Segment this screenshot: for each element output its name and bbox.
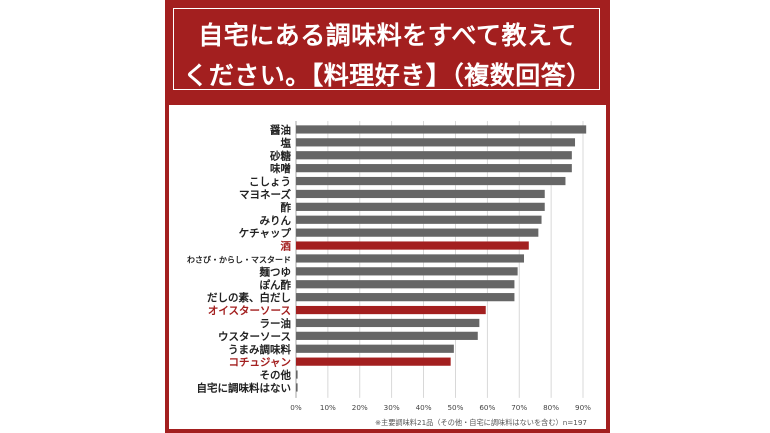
x-tick-label: 20% [352, 403, 368, 412]
bar [296, 138, 576, 147]
bar [296, 241, 529, 250]
x-tick-label: 0% [290, 403, 302, 412]
x-tick-label: 60% [479, 403, 495, 412]
category-label: うまみ調味料 [228, 343, 291, 356]
x-tick-label: 90% [575, 403, 591, 412]
category-label: ラー油 [260, 317, 292, 330]
bar-chart: 0% 10% 20% 30% 40% 50% 60% 70% 80% 90% 醤油塩砂糖味噌こしょう… [187, 121, 591, 427]
bar [296, 383, 298, 392]
category-label: オイスターソース [208, 305, 291, 317]
category-label: ケチャップ [239, 227, 292, 240]
bar [296, 189, 545, 199]
bar [296, 370, 298, 379]
category-label: コチュジャン [229, 357, 291, 369]
category-label: 塩 [281, 136, 292, 149]
category-label: ウスターソース [218, 331, 291, 343]
bar [296, 254, 525, 263]
bar [296, 164, 572, 173]
bar [296, 293, 515, 302]
category-label: マヨネーズ [239, 188, 291, 201]
bar [296, 202, 545, 211]
category-label: 味噌 [270, 162, 291, 175]
bar [296, 176, 566, 186]
category-label: 酒 [281, 240, 292, 253]
bar [296, 344, 454, 353]
title-header: 自宅にある調味料をすべて教えて ください。【料理好き】（複数回答） [165, 0, 610, 98]
category-label: こしょう [249, 176, 291, 188]
category-label: 砂糖 [269, 149, 291, 162]
title-line-2: ください。【料理好き】（複数回答） [183, 61, 592, 90]
bar [296, 215, 542, 224]
bar [296, 318, 480, 328]
bar [296, 228, 539, 237]
category-label: みりん [260, 215, 292, 227]
x-tick-label: 40% [416, 403, 432, 412]
chart-panel: 0% 10% 20% 30% 40% 50% 60% 70% 80% 90% 醤油塩砂糖 味噌 こしょう… [169, 105, 606, 429]
category-label: だしの素、白だし [207, 291, 291, 304]
x-tick-label: 30% [384, 403, 400, 412]
category-label: 醤油 [270, 123, 291, 136]
title-line-1: 自宅にある調味料をすべて教えて [198, 21, 577, 50]
x-tick-label: 80% [543, 403, 559, 412]
category-label: わさび・からし・マスタード [187, 254, 291, 264]
footnote: ※主要調味料21品（その他・自宅に調味料はないを含む）n=197 [375, 418, 587, 427]
bar [296, 305, 486, 315]
bar [296, 280, 515, 289]
x-tick-label: 10% [320, 403, 336, 412]
bar [296, 331, 478, 340]
chart-card: 自宅にある調味料をすべて教えて ください。【料理好き】（複数回答） 0% 10% 2… [165, 0, 610, 433]
category-label: その他 [260, 369, 292, 382]
bar [296, 357, 451, 366]
bar [296, 267, 518, 276]
x-tick-label: 50% [447, 403, 463, 412]
bar [296, 125, 587, 134]
category-label: ぽん酢 [260, 278, 292, 291]
title-border [173, 8, 600, 90]
category-label: 酢 [281, 201, 292, 214]
bar [296, 151, 572, 160]
x-tick-label: 70% [511, 403, 527, 412]
category-label: 麺つゆ [259, 265, 292, 278]
category-label: 自宅に調味料はない [197, 381, 292, 394]
